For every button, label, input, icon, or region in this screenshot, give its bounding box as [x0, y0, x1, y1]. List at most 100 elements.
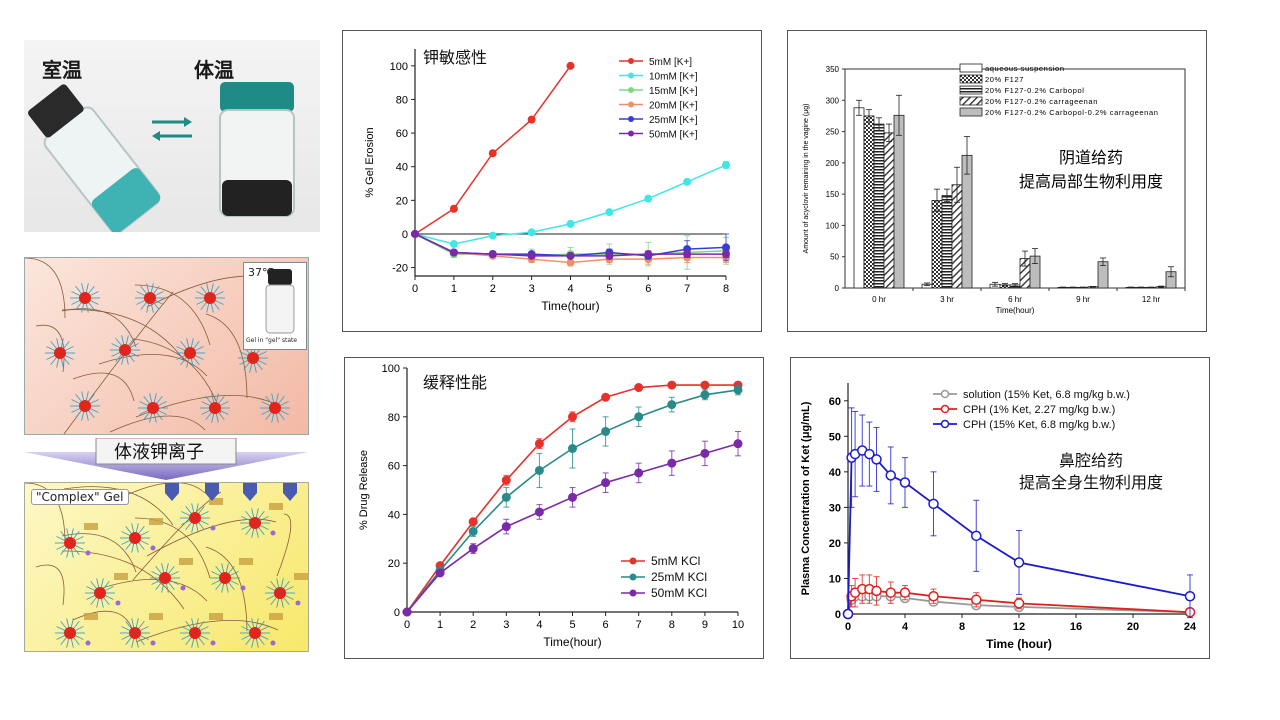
micelle-core — [79, 400, 91, 412]
data-point — [566, 258, 575, 267]
y-tick-label: 20 — [388, 558, 400, 570]
legend-label: aqueous suspension — [985, 64, 1065, 73]
data-point — [501, 492, 511, 502]
micelle-network-diagram: 37℃ Gel in "gel" state — [24, 257, 309, 435]
chart-title: 缓释性能 — [423, 373, 487, 392]
micelle-core — [247, 352, 259, 364]
y-axis-label: Plasma Concentration of Ket (μg/mL) — [800, 401, 812, 595]
data-point — [534, 507, 544, 517]
polymer-chain — [98, 579, 208, 602]
carrageenan-helix — [149, 613, 163, 620]
micelle-core — [147, 402, 159, 414]
data-point — [700, 390, 710, 400]
carrageenan-helix — [209, 498, 223, 505]
vial-photo-drawing — [28, 82, 295, 232]
carrageenan-helix — [269, 503, 283, 510]
legend-marker — [628, 101, 634, 108]
data-point — [733, 439, 743, 449]
x-tick-label: 10 — [732, 619, 744, 631]
chart-nasal-delivery: 0 4 8 12 16 20 24 0 10 20 30 40 50 60 Time (hour) Plasm… — [790, 357, 1210, 659]
polymer-chain — [72, 610, 135, 635]
chart-title: 提高局部生物利用度 — [1019, 172, 1163, 191]
legend-marker — [629, 557, 637, 565]
legend-label: solution (15% Ket, 6.8 mg/kg b.w.) — [963, 389, 1130, 401]
y-tick-label: 30 — [829, 502, 841, 514]
gel-inset: 37℃ Gel in "gel" state — [243, 262, 307, 350]
data-point — [683, 250, 692, 259]
x-tick-label: 3 — [529, 283, 535, 295]
data-point — [566, 251, 575, 260]
legend-swatch — [959, 96, 983, 106]
x-tick-label: 1 — [437, 619, 443, 631]
micelle-core — [129, 532, 141, 544]
legend-label: 20% F127-0.2% carrageenan — [985, 97, 1098, 106]
chart-vaginal-delivery: 0 50 100 150 200 250 300 350 0 hr 3 hr 6 hr 9 hr 12 … — [787, 30, 1207, 332]
y-tick-label: 50 — [830, 253, 839, 262]
chart-title: 提高全身生物利用度 — [1019, 473, 1163, 492]
data-point — [871, 454, 882, 465]
series-line — [414, 164, 727, 245]
data-point — [488, 231, 497, 240]
polymer-chain — [61, 550, 185, 610]
polymer-chain — [109, 415, 206, 433]
y-tick-label: 0 — [394, 607, 400, 619]
carrageenan-helix — [84, 613, 98, 620]
micelle-top-drawing — [25, 258, 292, 435]
data-point — [601, 392, 611, 402]
legend-swatch — [959, 107, 983, 117]
x-tick-label: 5 — [606, 283, 612, 295]
x-tick-label: 8 — [723, 283, 729, 295]
x-tick-label: 5 — [569, 619, 575, 631]
potassium-source-marker — [283, 483, 297, 501]
polymer-chain — [25, 258, 66, 319]
polymer-chain — [98, 354, 208, 377]
y-tick-label: 200 — [826, 159, 840, 168]
data-point — [885, 587, 896, 598]
data-point — [601, 478, 611, 488]
x-tick-label: 0 hr — [872, 295, 886, 304]
data-point — [842, 608, 854, 620]
data-point — [449, 240, 458, 249]
potassium-ion — [150, 640, 156, 646]
legend-label: 25mM KCl — [651, 570, 707, 584]
legend-label: 20% F127-0.2% Carbopol-0.2% carrageenan — [985, 108, 1159, 117]
complex-gel-diagram: "Complex" Gel — [24, 482, 309, 652]
y-tick-label: 50 — [829, 431, 841, 443]
x-tick-label: 6 — [645, 283, 651, 295]
data-point — [468, 517, 478, 527]
potassium-ion — [240, 585, 246, 591]
data-point — [566, 219, 575, 228]
legend-swatch — [959, 74, 983, 84]
y-tick-label: 80 — [388, 412, 400, 424]
data-point — [568, 444, 577, 454]
data-point — [605, 208, 614, 217]
y-tick-label: 60 — [396, 128, 408, 140]
potassium-ion — [210, 640, 216, 646]
micelle-core — [159, 572, 171, 584]
legend-label: CPH (1% Ket, 2.27 mg/kg b.w.) — [963, 404, 1115, 416]
x-tick-label: 3 hr — [940, 295, 954, 304]
data-point — [722, 243, 730, 252]
y-tick-label: 350 — [826, 65, 840, 74]
micelle-core — [189, 512, 201, 524]
y-tick-label: 60 — [829, 396, 841, 408]
y-tick-label: 0 — [835, 284, 840, 293]
y-tick-label: 100 — [382, 363, 400, 375]
potassium-ion — [85, 640, 91, 646]
carrageenan-helix — [209, 613, 223, 620]
carrageenan-helix — [114, 573, 128, 580]
x-tick-label: 7 — [684, 283, 690, 295]
carrageenan-helix — [149, 518, 163, 525]
x-tick-label: 9 — [702, 619, 708, 631]
micelle-core — [79, 292, 91, 304]
x-tick-label: 0 — [404, 619, 410, 631]
polymer-chain — [134, 517, 211, 579]
body-fluid-potassium-label: 体液钾离子 — [114, 442, 204, 463]
y-tick-label: 80 — [396, 94, 408, 106]
y-tick-label: 100 — [390, 61, 408, 73]
data-point — [601, 426, 611, 436]
y-tick-label: 0 — [835, 609, 841, 621]
data-point — [928, 590, 939, 602]
data-point — [683, 177, 692, 186]
